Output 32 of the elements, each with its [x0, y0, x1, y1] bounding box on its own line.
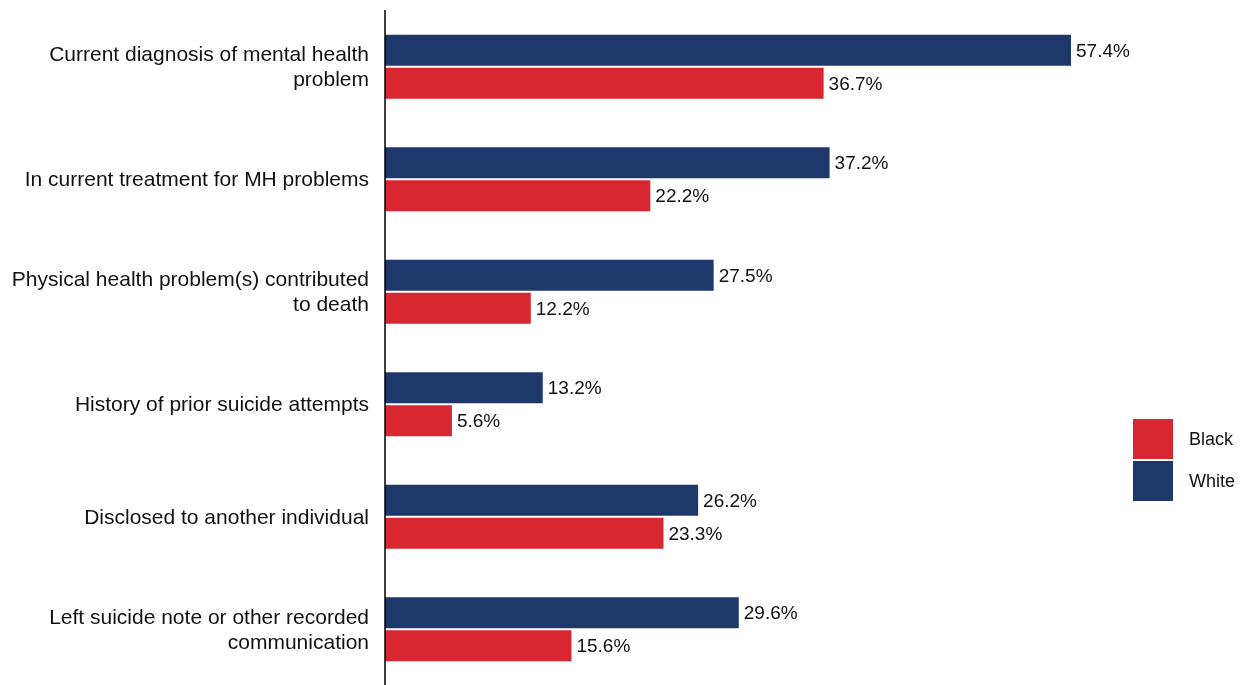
- y-tick-label: Physical health problem(s) contributed to death: [11, 267, 369, 316]
- bar: [385, 630, 572, 662]
- bar: [385, 67, 824, 99]
- bar: [385, 292, 531, 324]
- data-label: 22.2%: [655, 185, 710, 207]
- bar: [385, 259, 714, 291]
- data-label: 15.6%: [576, 635, 631, 657]
- bar: [385, 372, 543, 404]
- data-label: 23.3%: [668, 522, 723, 544]
- data-label: 26.2%: [703, 489, 758, 511]
- y-tick-label: Left suicide note or other recorded communication: [49, 604, 369, 653]
- legend-label: White: [1189, 470, 1236, 492]
- data-label: 12.2%: [535, 297, 590, 319]
- bar: [385, 517, 664, 549]
- y-tick-label: Current diagnosis of mental health problem: [49, 42, 369, 91]
- bar: [385, 597, 739, 629]
- y-tick-label: In current treatment for MH problems: [24, 167, 369, 191]
- y-tick-label: History of prior suicide attempts: [74, 392, 369, 416]
- bar: [385, 405, 452, 437]
- legend-label: Black: [1189, 428, 1234, 450]
- bar: [385, 34, 1071, 66]
- data-label: 13.2%: [547, 377, 602, 399]
- data-label: 36.7%: [828, 72, 883, 94]
- data-label: 5.6%: [456, 410, 501, 432]
- bar: [385, 180, 651, 212]
- bar: [385, 147, 830, 179]
- data-label: 37.2%: [834, 152, 889, 174]
- y-tick-label: Disclosed to another individual: [84, 504, 369, 528]
- data-label: 57.4%: [1076, 39, 1130, 61]
- data-label: 27.5%: [718, 264, 773, 286]
- data-label: 29.6%: [743, 602, 798, 624]
- bar: [385, 484, 699, 516]
